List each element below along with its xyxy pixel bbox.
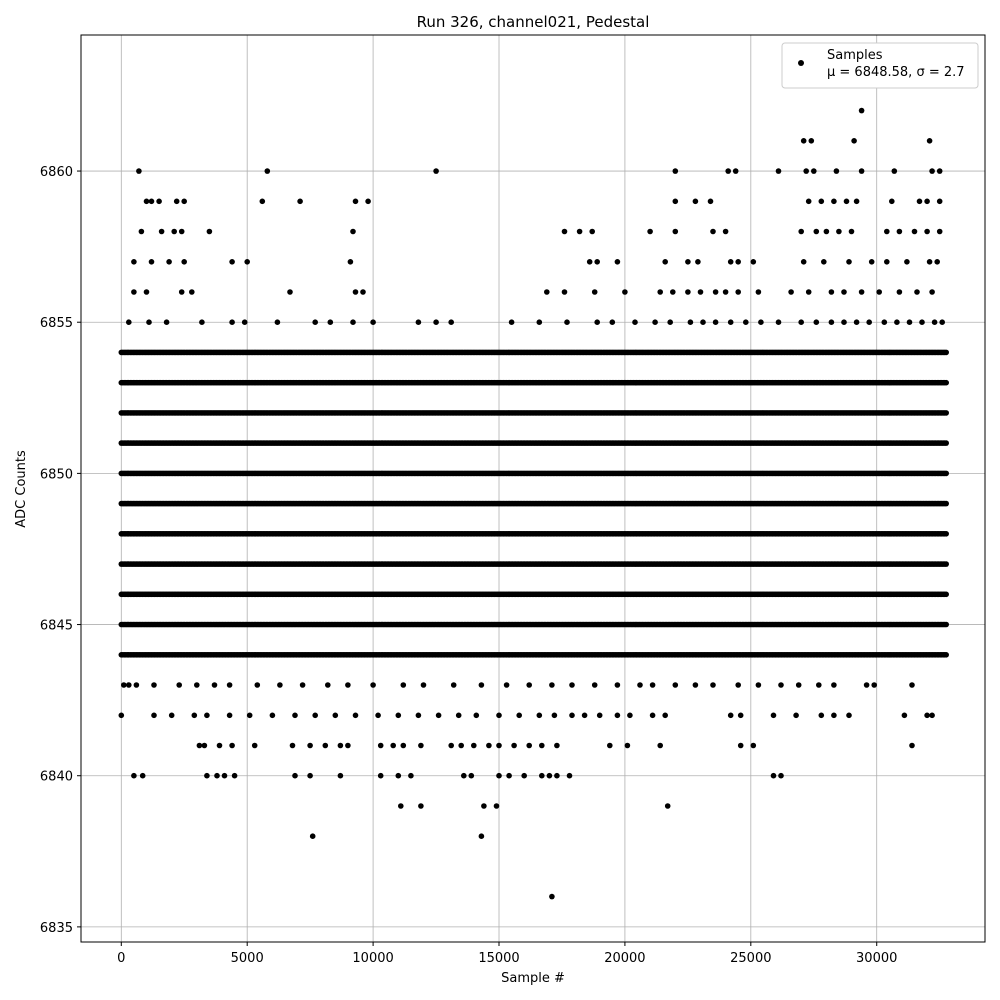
data-point [943,652,949,658]
data-point [943,531,949,537]
data-point [943,561,949,567]
data-point [943,440,949,446]
data-point [943,591,949,598]
data-point [943,621,949,628]
data-point [943,470,949,477]
data-point [943,500,949,507]
sample-points [118,107,949,900]
data-point [943,410,949,416]
